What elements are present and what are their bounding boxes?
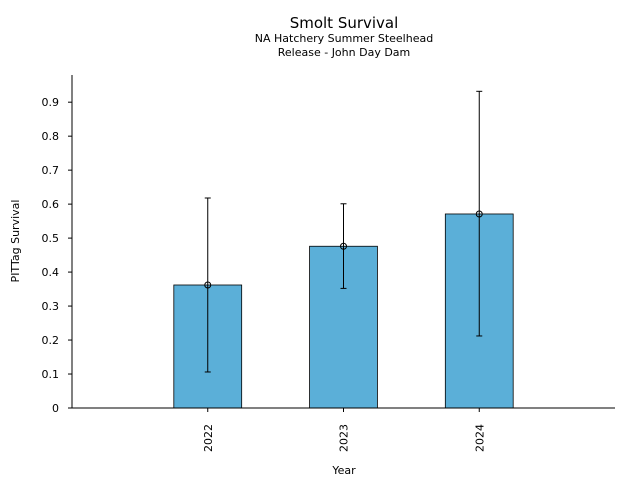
y-tick-label: 0.1 <box>42 368 60 381</box>
y-tick-label: 0.8 <box>42 130 60 143</box>
x-tick-label: 2022 <box>202 424 215 452</box>
chart-title: Smolt Survival <box>290 14 399 32</box>
y-tick-label: 0.2 <box>42 334 60 347</box>
y-tick-label: 0.9 <box>42 96 60 109</box>
y-tick-label: 0.3 <box>42 300 60 313</box>
y-tick-label: 0 <box>52 402 59 415</box>
y-tick-label: 0.7 <box>42 164 60 177</box>
y-tick-label: 0.5 <box>42 232 60 245</box>
point-marker-2023 <box>340 242 347 250</box>
plot-area <box>173 90 514 409</box>
y-axis-label: PITTag Survival <box>9 200 22 283</box>
y-tick-label: 0.6 <box>42 198 60 211</box>
point-marker-2024 <box>475 210 483 218</box>
point-marker-2022 <box>204 281 212 289</box>
x-axis-label: Year <box>331 464 356 477</box>
chart-subtitle-line-1: NA Hatchery Summer Steelhead <box>255 32 433 45</box>
x-tick-label: 2023 <box>338 424 351 452</box>
x-tick-label: 2024 <box>473 424 486 452</box>
y-tick-label: 0.4 <box>42 266 60 279</box>
chart-subtitle-line-2: Release - John Day Dam <box>278 46 411 59</box>
